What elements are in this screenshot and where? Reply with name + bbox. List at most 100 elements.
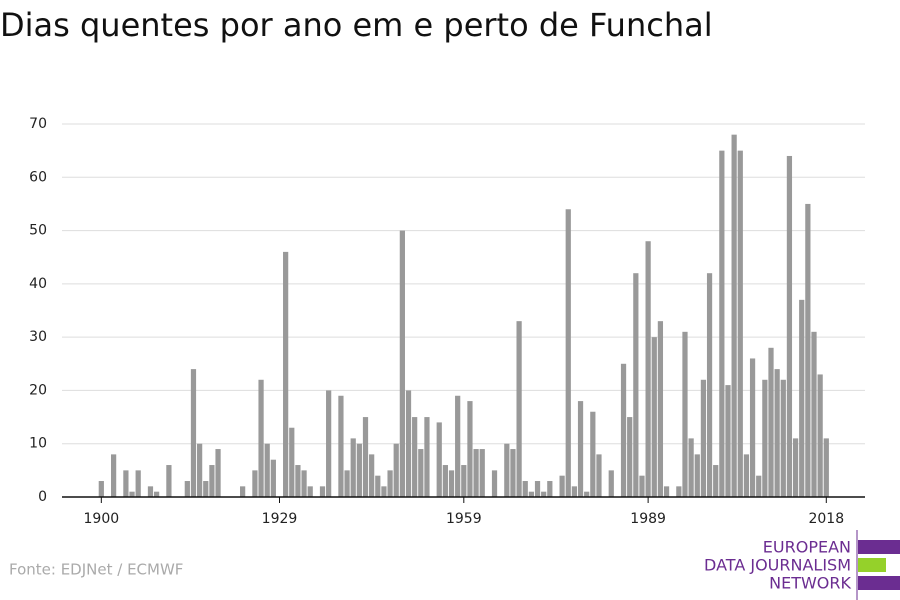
bar	[688, 438, 694, 497]
bar	[203, 481, 209, 497]
bar	[326, 390, 332, 497]
x-tick-label: 1929	[262, 511, 298, 527]
bar	[369, 454, 375, 497]
x-tick-label: 1959	[446, 511, 482, 527]
y-tick-label: 50	[29, 223, 47, 239]
bar	[442, 465, 448, 497]
x-tick-label: 1989	[630, 511, 666, 527]
bar	[657, 321, 664, 497]
bar	[344, 470, 350, 497]
y-tick-label: 60	[29, 169, 47, 185]
bar	[375, 475, 381, 497]
logo: EUROPEAN DATA JOURNALISM NETWORK	[704, 530, 900, 600]
bar	[522, 481, 528, 497]
bar	[792, 438, 799, 497]
bar	[547, 481, 553, 497]
bar	[762, 379, 768, 497]
bar	[799, 299, 805, 497]
bar	[215, 449, 221, 497]
bar	[356, 443, 362, 497]
bar	[362, 417, 369, 497]
bar	[737, 150, 743, 497]
bar	[448, 470, 455, 497]
bar	[209, 465, 215, 497]
bar	[608, 470, 614, 497]
bar	[559, 475, 565, 497]
bar	[817, 374, 823, 497]
bar	[731, 134, 737, 497]
bar	[633, 273, 639, 497]
bar	[534, 481, 541, 497]
bar	[780, 379, 786, 497]
bar	[491, 470, 498, 497]
bar	[645, 241, 651, 497]
bar	[516, 321, 522, 497]
y-tick-label: 0	[38, 489, 47, 505]
bar	[571, 486, 578, 497]
bar	[301, 470, 307, 497]
logo-bar	[858, 576, 900, 590]
bar	[283, 251, 289, 497]
y-tick-label: 10	[29, 436, 47, 452]
bar	[651, 337, 657, 497]
bar	[725, 385, 731, 497]
chart-title: Dias quentes por ano em e perto de Funch…	[0, 6, 713, 44]
bar	[190, 369, 197, 497]
bar	[295, 465, 301, 497]
bar	[197, 443, 203, 497]
bar	[756, 475, 762, 497]
bar	[663, 486, 670, 497]
bar	[510, 449, 516, 497]
logo-text: EUROPEAN	[763, 538, 851, 557]
bar	[541, 491, 547, 497]
bar	[461, 465, 467, 497]
bar	[319, 486, 326, 497]
y-tick-label: 70	[29, 116, 47, 132]
bar	[676, 486, 682, 497]
bar	[706, 273, 713, 497]
bar	[270, 459, 276, 497]
y-tick-label: 30	[29, 329, 47, 345]
bar	[166, 465, 172, 497]
bar	[258, 379, 264, 497]
bar	[682, 331, 688, 497]
source: Fonte: EDJNet / ECMWF	[9, 561, 183, 579]
bar	[98, 481, 104, 497]
bar	[307, 486, 313, 497]
bar	[577, 401, 584, 497]
bar	[129, 491, 135, 497]
bar	[154, 491, 160, 497]
bar	[350, 438, 356, 497]
bar	[700, 379, 707, 497]
bar	[504, 443, 510, 497]
bar	[240, 486, 246, 497]
bar	[639, 475, 645, 497]
bar	[436, 422, 442, 497]
bar	[184, 481, 190, 497]
bar	[110, 454, 117, 497]
bar	[135, 470, 141, 497]
bar	[123, 470, 129, 497]
bar	[405, 390, 412, 497]
bar	[473, 449, 479, 497]
bar	[147, 486, 154, 497]
bar	[596, 454, 602, 497]
bar	[399, 230, 405, 498]
x-tick-label: 2018	[808, 511, 844, 527]
bar	[584, 491, 590, 497]
logo-text: NETWORK	[769, 574, 851, 593]
bar	[749, 358, 756, 497]
bar	[774, 369, 780, 497]
x-tick-label: 1900	[84, 511, 120, 527]
bar	[743, 454, 750, 497]
bar	[719, 150, 725, 497]
y-tick-label: 40	[29, 276, 47, 292]
bar	[694, 454, 700, 497]
bar	[393, 443, 399, 497]
y-tick-label: 20	[29, 382, 47, 398]
bar	[786, 155, 793, 497]
bar	[627, 417, 633, 497]
bar	[252, 470, 258, 497]
